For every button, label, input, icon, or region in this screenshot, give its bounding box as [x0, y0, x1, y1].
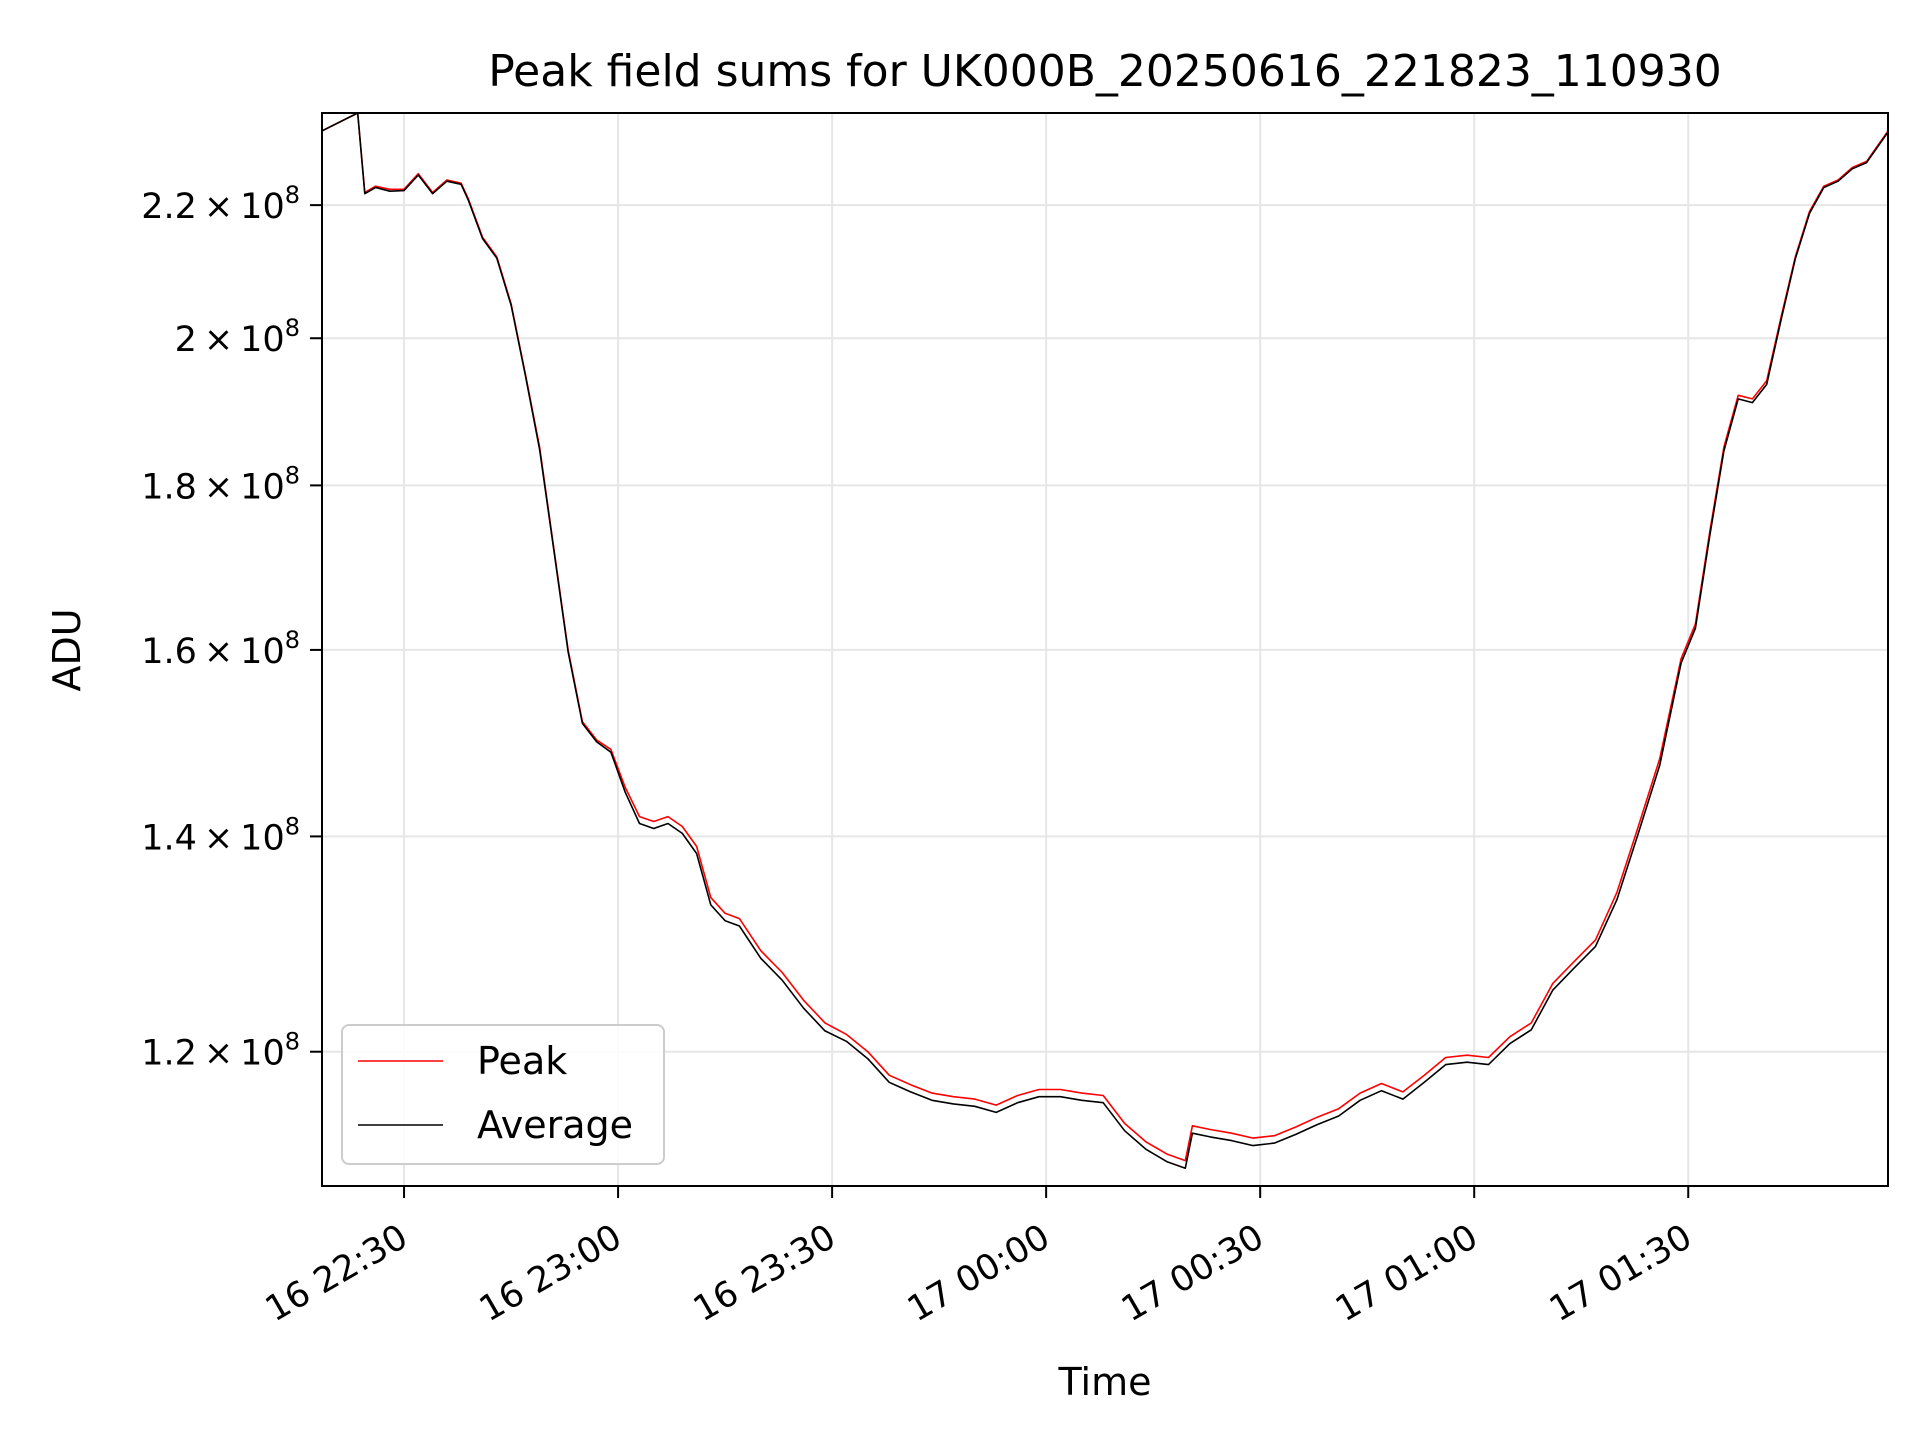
chart-title: Peak field sums for UK000B_20250616_2218…: [488, 46, 1722, 97]
y-tick-label: 1.8 × 108: [141, 461, 300, 507]
legend-label-peak: Peak: [477, 1039, 567, 1083]
legend-label-average: Average: [477, 1103, 633, 1147]
grid: [322, 113, 1888, 1186]
y-tick-label: 2.2 × 108: [141, 181, 300, 227]
y-tick-label: 1.4 × 108: [141, 812, 300, 858]
y-tick-label: 1.2 × 108: [141, 1028, 300, 1074]
y-axis: 1.2 × 108 1.4 × 108 1.6 × 108 1.8 × 108 2 × …: [141, 181, 322, 1074]
series-layer: [322, 113, 1888, 1169]
legend-box: [341, 1024, 665, 1165]
y-tick-label: 2 × 108: [175, 314, 300, 360]
y-tick-label: 1.6 × 108: [141, 626, 300, 672]
y-axis-label: ADU: [45, 608, 89, 691]
x-axis-label: Time: [1058, 1360, 1152, 1404]
legend: Peak Average: [341, 1024, 665, 1165]
series-line-average: [322, 113, 1888, 1169]
